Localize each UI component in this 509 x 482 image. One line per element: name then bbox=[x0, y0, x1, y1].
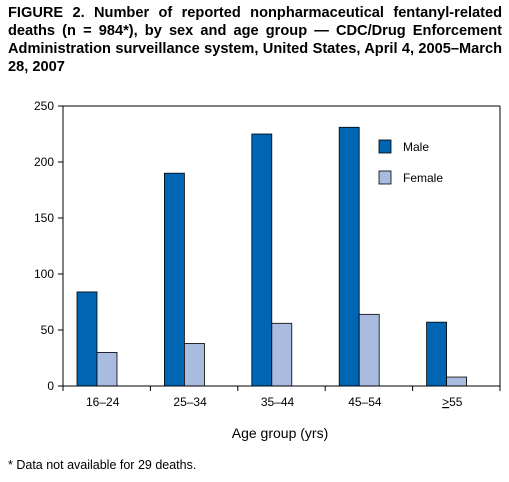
bar-female-3 bbox=[271, 322, 293, 387]
y-tick-label-0: 0 bbox=[47, 379, 54, 393]
y-tick-label-50: 50 bbox=[41, 323, 55, 337]
bar-female-2 bbox=[183, 343, 205, 387]
bar-female-1 bbox=[96, 351, 118, 387]
bar-male-5 bbox=[426, 321, 448, 387]
y-tick-label-150: 150 bbox=[34, 211, 54, 225]
legend-label-female: Female bbox=[403, 171, 443, 185]
legend-swatch-female bbox=[378, 170, 392, 185]
bar-male-1 bbox=[76, 291, 98, 387]
bars-group bbox=[76, 126, 468, 387]
x-tick-label-5: >55 bbox=[442, 395, 463, 409]
bar-female-5 bbox=[446, 376, 468, 387]
bar-male-3 bbox=[251, 133, 273, 387]
x-tick-label-2: 25–34 bbox=[173, 395, 207, 409]
x-tick-label-1: 16–24 bbox=[86, 395, 120, 409]
x-tick-label-3: 35–44 bbox=[261, 395, 295, 409]
axes-group: 0 50 100 150 200 250 16–24 25–34 35–44 45–54 >55 bbox=[34, 99, 501, 409]
bar-male-4 bbox=[338, 126, 360, 387]
footnote: * Data not available for 29 deaths. bbox=[8, 458, 197, 472]
bar-female-4 bbox=[358, 313, 380, 387]
legend-label-male: Male bbox=[403, 140, 429, 154]
chart-title: FIGURE 2. Number of reported nonpharmace… bbox=[8, 5, 502, 75]
x-axis-label: Age group (yrs) bbox=[232, 425, 328, 441]
legend-swatch-male bbox=[378, 139, 392, 154]
bar-male-2 bbox=[163, 172, 185, 387]
x-tick-label-4: 45–54 bbox=[348, 395, 382, 409]
y-tick-label-250: 250 bbox=[34, 99, 54, 113]
legend: Male Female bbox=[378, 139, 443, 185]
y-tick-label-100: 100 bbox=[34, 267, 54, 281]
y-tick-label-200: 200 bbox=[34, 155, 54, 169]
